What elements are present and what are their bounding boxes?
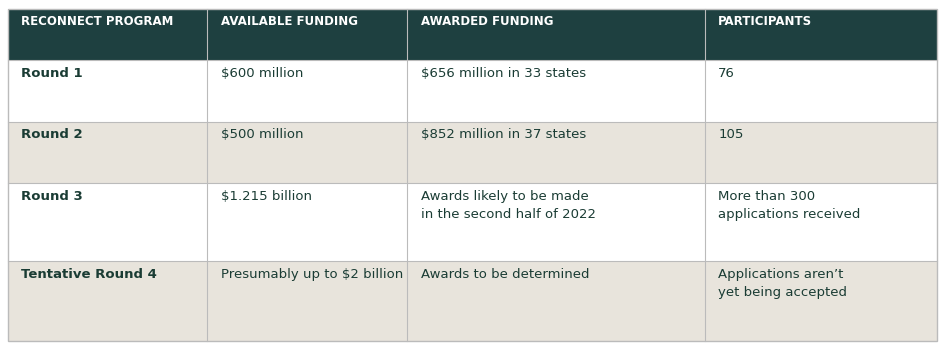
Text: 76: 76 <box>717 66 734 79</box>
Text: $600 million: $600 million <box>221 66 303 79</box>
Text: Round 2: Round 2 <box>21 128 82 141</box>
FancyBboxPatch shape <box>208 60 407 122</box>
Text: More than 300
applications received: More than 300 applications received <box>717 190 860 221</box>
Text: Applications aren’t
yet being accepted: Applications aren’t yet being accepted <box>717 268 847 299</box>
FancyBboxPatch shape <box>8 9 208 60</box>
Text: Round 3: Round 3 <box>21 190 82 203</box>
FancyBboxPatch shape <box>407 60 704 122</box>
Text: $656 million in 33 states: $656 million in 33 states <box>420 66 585 79</box>
Text: 105: 105 <box>717 128 743 141</box>
Text: $852 million in 37 states: $852 million in 37 states <box>420 128 585 141</box>
Text: PARTICIPANTS: PARTICIPANTS <box>717 15 812 28</box>
FancyBboxPatch shape <box>704 60 936 122</box>
Text: Round 1: Round 1 <box>21 66 82 79</box>
Text: $1.215 billion: $1.215 billion <box>221 190 312 203</box>
FancyBboxPatch shape <box>407 9 704 60</box>
Text: Tentative Round 4: Tentative Round 4 <box>21 268 157 281</box>
FancyBboxPatch shape <box>8 183 208 261</box>
FancyBboxPatch shape <box>704 122 936 183</box>
FancyBboxPatch shape <box>8 122 208 183</box>
FancyBboxPatch shape <box>704 9 936 60</box>
FancyBboxPatch shape <box>8 261 208 341</box>
FancyBboxPatch shape <box>8 60 208 122</box>
FancyBboxPatch shape <box>208 183 407 261</box>
FancyBboxPatch shape <box>407 183 704 261</box>
Text: Awards to be determined: Awards to be determined <box>420 268 588 281</box>
Text: Presumably up to $2 billion: Presumably up to $2 billion <box>221 268 402 281</box>
FancyBboxPatch shape <box>704 183 936 261</box>
Text: RECONNECT PROGRAM: RECONNECT PROGRAM <box>21 15 173 28</box>
FancyBboxPatch shape <box>208 9 407 60</box>
FancyBboxPatch shape <box>704 261 936 341</box>
FancyBboxPatch shape <box>407 261 704 341</box>
Text: AWARDED FUNDING: AWARDED FUNDING <box>420 15 552 28</box>
Text: $500 million: $500 million <box>221 128 303 141</box>
FancyBboxPatch shape <box>208 122 407 183</box>
Text: Awards likely to be made
in the second half of 2022: Awards likely to be made in the second h… <box>420 190 595 221</box>
FancyBboxPatch shape <box>208 261 407 341</box>
Text: AVAILABLE FUNDING: AVAILABLE FUNDING <box>221 15 358 28</box>
FancyBboxPatch shape <box>407 122 704 183</box>
